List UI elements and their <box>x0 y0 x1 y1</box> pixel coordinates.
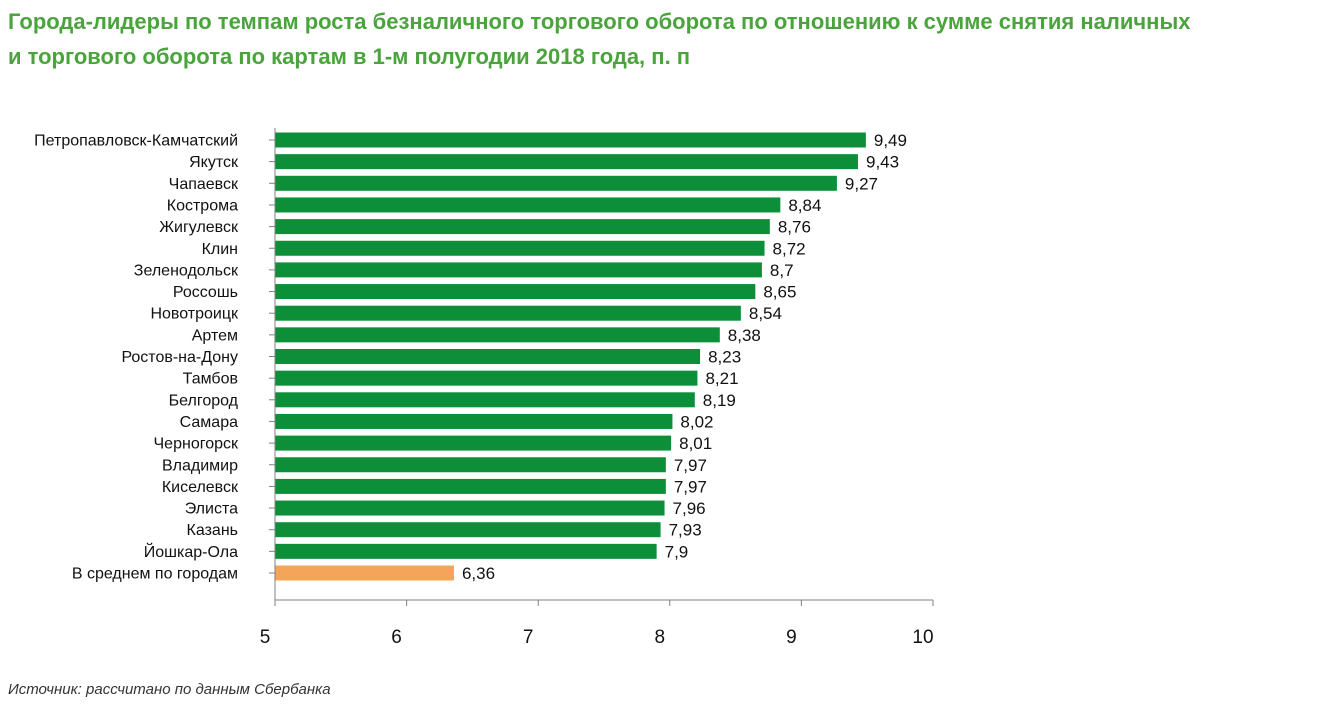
value-label-1: 9,49 <box>874 131 907 150</box>
bar-18 <box>275 500 665 516</box>
bar-7 <box>275 262 762 278</box>
value-label-15: 8,01 <box>679 434 712 453</box>
category-label-7: Зеленодольск <box>134 262 239 279</box>
category-label-13: Белгород <box>169 392 239 409</box>
value-label-12: 8,21 <box>705 369 738 388</box>
value-label-10: 8,38 <box>728 326 761 345</box>
category-label-5: Жигулевск <box>159 219 239 236</box>
value-label-17: 7,97 <box>674 477 707 496</box>
value-label-16: 7,97 <box>674 456 707 475</box>
bar-15 <box>275 435 672 451</box>
value-label-18: 7,96 <box>673 499 706 518</box>
bar-16 <box>275 457 666 473</box>
value-label-21: 6,36 <box>462 564 495 583</box>
category-label-18: Элиста <box>185 501 238 518</box>
value-label-8: 8,65 <box>763 283 796 302</box>
bar-12 <box>275 370 698 386</box>
bar-1 <box>275 132 866 148</box>
value-label-5: 8,76 <box>778 218 811 237</box>
value-label-9: 8,54 <box>749 304 782 323</box>
value-label-13: 8,19 <box>703 391 736 410</box>
value-labels-group: 9,49 9,43 9,27 8,84 8,76 8,72 8,7 8,65 8,54 8,38 8… <box>462 131 907 583</box>
x-tick-label-10: 10 <box>912 627 933 648</box>
bar-14 <box>275 413 673 429</box>
bar-4 <box>275 197 781 213</box>
x-tick-label-7: 7 <box>523 627 534 648</box>
bar-21 <box>275 565 454 581</box>
category-label-14: Самара <box>180 414 238 431</box>
value-label-11: 8,23 <box>708 348 741 367</box>
x-tick-label-9: 9 <box>786 627 797 648</box>
bar-17 <box>275 478 666 494</box>
category-label-20: Йошкар-Ола <box>144 542 238 561</box>
chart-title-line-2: и торгового оборота по картам в 1-м полу… <box>8 44 691 69</box>
bar-19 <box>275 522 661 538</box>
category-label-11: Ростов-на-Дону <box>121 349 238 366</box>
bar-10 <box>275 327 720 343</box>
value-label-2: 9,43 <box>866 153 899 172</box>
bar-13 <box>275 392 695 408</box>
category-label-9: Новотроицк <box>150 306 239 323</box>
category-label-12: Тамбов <box>183 371 238 388</box>
value-label-19: 7,93 <box>669 521 702 540</box>
bar-9 <box>275 305 741 321</box>
source-note: Источник: рассчитано по данным Сбербанка <box>8 681 331 698</box>
category-label-6: Клин <box>202 241 238 258</box>
axis-group: 5 6 7 8 9 10 <box>260 128 934 648</box>
bars-group <box>275 132 866 581</box>
category-label-19: Казань <box>187 522 238 539</box>
category-label-3: Чапаевск <box>169 176 239 193</box>
category-label-10: Артем <box>192 327 238 344</box>
category-label-2: Якутск <box>189 154 239 171</box>
category-label-17: Киселевск <box>162 479 239 496</box>
value-label-6: 8,72 <box>773 239 806 258</box>
value-label-7: 8,7 <box>770 261 794 280</box>
category-labels-group: Петропавловск-Камчатский Якутск Чапаевск Ко… <box>34 133 239 583</box>
bar-5 <box>275 219 770 235</box>
x-tick-label-6: 6 <box>391 627 402 648</box>
value-label-4: 8,84 <box>788 196 821 215</box>
bar-6 <box>275 240 765 256</box>
category-label-1: Петропавловск-Камчатский <box>34 133 238 150</box>
bar-20 <box>275 543 657 559</box>
category-label-8: Россошь <box>173 284 238 301</box>
category-label-15: Черногорск <box>154 436 239 453</box>
bar-11 <box>275 349 701 364</box>
category-label-16: Владимир <box>162 457 238 474</box>
bar-3 <box>275 175 837 191</box>
bar-chart: Петропавловск-Камчатский Якутск Чапаевск Ко… <box>34 128 934 648</box>
value-label-20: 7,9 <box>665 542 689 561</box>
chart-title: Города-лидеры по темпам роста безналично… <box>8 4 1328 74</box>
value-label-3: 9,27 <box>845 174 878 193</box>
value-label-14: 8,02 <box>680 412 713 431</box>
x-tick-label-5: 5 <box>260 627 271 648</box>
x-tick-label-8: 8 <box>655 627 666 648</box>
bar-2 <box>275 154 858 170</box>
chart-title-line-1: Города-лидеры по темпам роста безналично… <box>8 9 1191 34</box>
category-label-4: Кострома <box>167 197 238 214</box>
bar-8 <box>275 284 756 300</box>
category-label-21: В среднем по городам <box>72 566 238 583</box>
